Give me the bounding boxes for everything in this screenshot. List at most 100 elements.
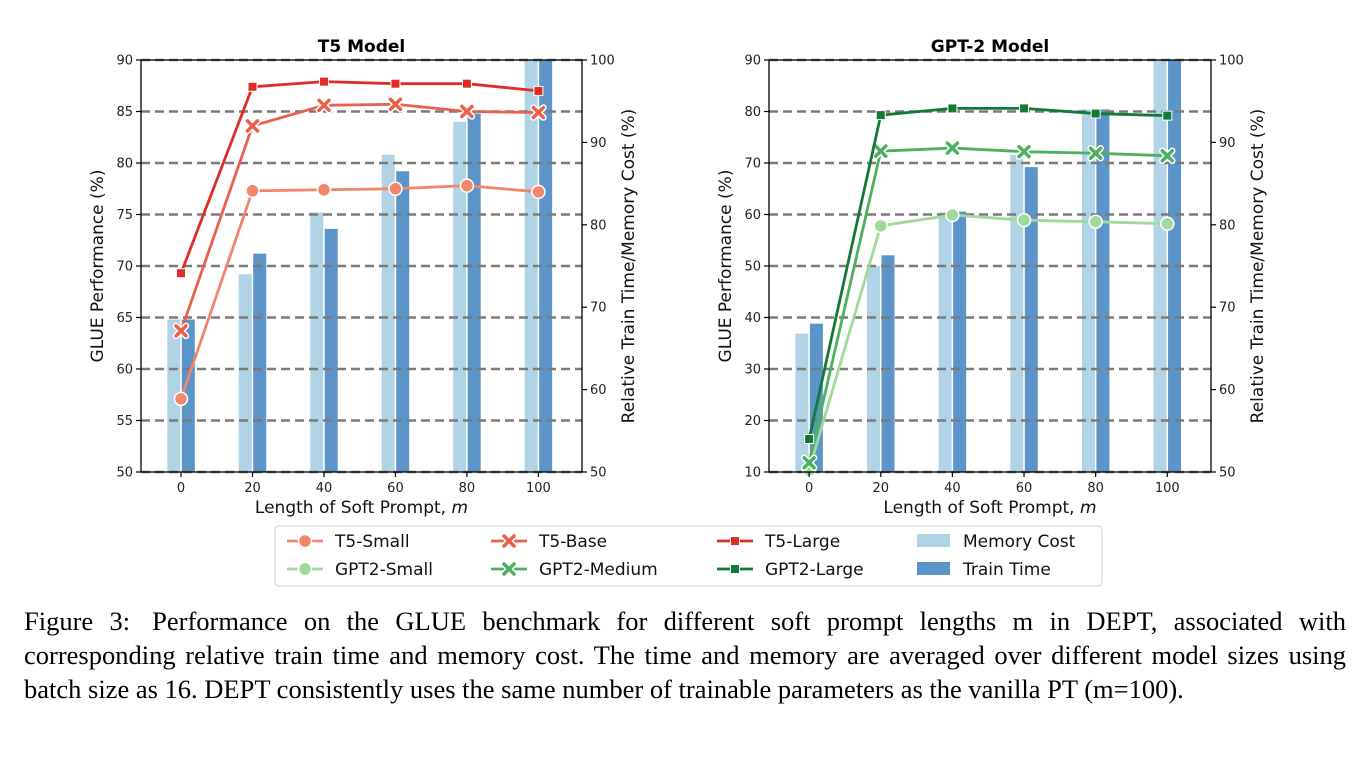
bar-memory-cost-20 [238,274,252,472]
marker-gpt2-medium-0 [800,454,818,471]
legend-label: GPT2-Large [765,560,864,580]
left-tick-label: 80 [744,105,761,120]
caption-text: Performance on the GLUE benchmark for di… [24,606,1346,704]
marker-t5-small-40 [316,182,332,198]
marker-t5-large-0 [176,268,187,279]
marker-gpt2-medium-40 [944,139,961,157]
left-tick-label: 60 [116,363,133,378]
left-tick-label: 75 [116,208,133,223]
marker-t5-small-80 [459,178,475,193]
marker-t5-base-100 [530,104,547,121]
x-tick-label: 80 [1087,481,1104,496]
marker-gpt2-large-20 [875,110,886,121]
right-tick-label: 80 [1219,218,1236,233]
marker-gpt2-small-20 [873,218,889,234]
bar-memory-cost-80 [1081,109,1095,472]
legend-label: T5-Base [538,532,607,552]
y-axis-label: GLUE Performance (%) [88,170,108,363]
right-tick-label: 100 [1219,54,1244,69]
marker-t5-large-80 [461,78,472,89]
legend-label: Train Time [962,560,1051,580]
chart-title: T5 Model [318,37,405,57]
marker-gpt2-medium-60 [1015,143,1033,160]
right-tick-label: 60 [590,383,607,398]
bar-train-time-0 [181,319,195,472]
line-t5-small [179,184,539,400]
marker-gpt2-small-40 [945,207,960,223]
left-tick-label: 30 [744,363,761,378]
x-tick-label: 20 [872,481,889,496]
bar-memory-cost-80 [453,121,467,473]
bar-memory-cost-40 [310,212,324,472]
marker-t5-small-60 [388,181,403,196]
bar-train-time-20 [881,255,895,472]
legend-marker [297,561,313,577]
marker-t5-base-20 [244,117,261,135]
y-axis-label: GLUE Performance (%) [716,170,736,363]
bar-memory-cost-60 [1010,154,1024,472]
left-tick-label: 50 [116,466,133,481]
x-tick-label: 80 [459,481,476,496]
legend-label: T5-Small [334,532,410,552]
left-tick-label: 50 [744,260,761,275]
legend-marker [297,533,313,549]
legend-item-t5-large: T5-Large [717,532,840,552]
marker-gpt2-large-100 [1162,110,1173,121]
marker-t5-base-40 [315,97,333,114]
chart-title: GPT-2 Model [931,37,1049,57]
right-tick-label: 70 [590,301,607,316]
legend-item-gpt2-small: GPT2-Small [287,560,433,580]
bar-memory-cost-60 [381,154,395,472]
right-tick-label: 50 [1219,466,1236,481]
left-tick-label: 55 [116,414,133,429]
marker-gpt2-large-80 [1090,108,1101,119]
left-tick-label: 60 [744,208,761,223]
right-tick-label: 80 [590,218,607,233]
marker-gpt2-small-60 [1016,212,1032,228]
legend-item-t5-base: T5-Base [491,532,607,552]
bar-memory-cost-0 [167,319,181,472]
plot-frame [140,59,583,473]
marker-t5-large-60 [390,78,401,89]
left-tick-label: 65 [116,311,133,326]
x-tick-label: 40 [316,481,333,496]
legend-item-train-time: Train Time [917,560,1051,580]
legend-marker [730,536,740,546]
marker-t5-large-20 [247,81,258,92]
line-gpt2-medium [807,146,1168,464]
left-tick-label: 70 [744,157,761,172]
line-t5-base [179,102,539,332]
x-tick-label: 0 [805,481,813,496]
legend-item-memory-cost: Memory Cost [917,532,1076,552]
bar-memory-cost-40 [938,212,952,472]
marker-gpt2-medium-80 [1087,144,1104,162]
x-tick-label: 100 [526,481,551,496]
line-gpt2-small [807,213,1168,471]
marker-t5-base-0 [172,322,190,340]
y2-axis-label: Relative Train Time/Memory Cost (%) [1248,109,1268,424]
bar-train-time-20 [253,253,267,472]
marker-gpt2-medium-20 [872,142,890,160]
chart-panel-2: 10 20 30 40 50 60 70 80 90 50 60 70 80 90 100 0 20 40 60 80… [716,37,1268,518]
legend-item-gpt2-large: GPT2-Large [717,560,864,580]
left-tick-label: 90 [744,54,761,69]
legend-label: T5-Large [764,532,840,552]
x-tick-label: 60 [1016,481,1033,496]
plot-frame [768,59,1212,473]
left-tick-label: 20 [744,414,761,429]
legend-label: GPT2-Medium [539,560,658,580]
right-tick-label: 100 [590,54,615,69]
left-tick-label: 70 [116,260,133,275]
right-tick-label: 50 [590,466,607,481]
bar-train-time-40 [953,211,967,472]
legend: T5-Small T5-Base T5-Large Memory Cost GPT2-S… [274,525,1103,587]
legend-marker [500,560,518,578]
legend-label: Memory Cost [963,532,1076,552]
marker-t5-small-0 [173,391,189,407]
right-tick-label: 90 [1219,136,1236,151]
bar-memory-cost-0 [795,333,809,472]
left-tick-label: 80 [116,157,133,172]
marker-gpt2-large-60 [1019,103,1030,114]
bar-train-time-80 [467,113,481,472]
x-tick-label: 100 [1155,481,1180,496]
